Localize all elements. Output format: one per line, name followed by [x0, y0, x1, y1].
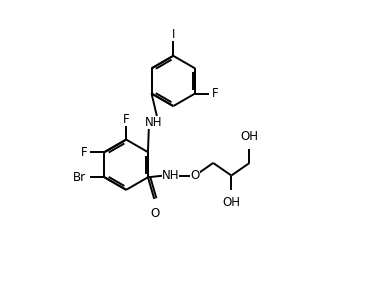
- Text: Br: Br: [73, 171, 86, 184]
- Text: NH: NH: [145, 116, 163, 129]
- Text: F: F: [81, 146, 87, 159]
- Text: NH: NH: [162, 169, 180, 182]
- Text: I: I: [172, 28, 175, 41]
- Text: F: F: [212, 87, 218, 100]
- Text: O: O: [150, 207, 159, 220]
- Text: OH: OH: [240, 131, 259, 143]
- Text: O: O: [191, 169, 200, 182]
- Text: F: F: [123, 113, 130, 126]
- Text: OH: OH: [222, 196, 240, 209]
